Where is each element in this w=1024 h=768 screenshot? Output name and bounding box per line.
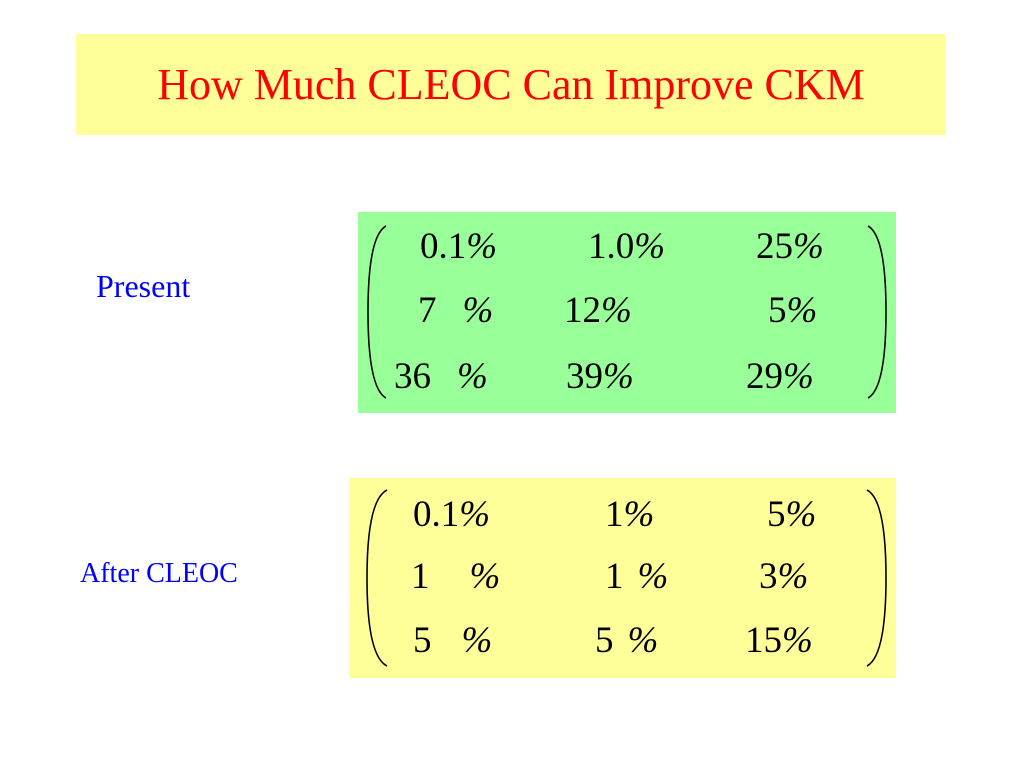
present-matrix: 0.1% 1.0% 25% 7% 12% 5% 36% 39% 29% — [358, 212, 896, 413]
after-cell-r1c2: 1% — [605, 494, 655, 535]
left-parenthesis — [366, 489, 388, 667]
present-cell-r3c1: 36% — [394, 356, 488, 397]
title-banner: How Much CLEOC Can Improve CKM — [76, 34, 946, 135]
present-cell-r1c2: 1.0% — [588, 226, 666, 267]
left-parenthesis — [367, 225, 387, 399]
present-cell-r1c3: 25% — [756, 226, 824, 267]
right-parenthesis — [866, 489, 887, 667]
right-parenthesis — [867, 225, 887, 399]
slide-title: How Much CLEOC Can Improve CKM — [157, 60, 865, 109]
after-cell-r2c1: 1% — [411, 556, 501, 597]
after-cell-r2c2: 1% — [605, 556, 669, 597]
after-cleoc-matrix: 0.1% 1% 5% 1% 1% 3% 5% 5% 15% — [349, 478, 896, 678]
present-cell-r3c3: 29% — [746, 356, 814, 397]
present-cell-r1c1: 0.1% — [420, 226, 498, 267]
after-cell-r1c3: 5% — [767, 494, 817, 535]
present-cell-r2c1: 7% — [418, 290, 494, 331]
after-cell-r3c3: 15% — [745, 620, 813, 661]
after-cell-r3c1: 5% — [413, 620, 493, 661]
present-label: Present — [96, 268, 191, 304]
present-cell-r2c3: 5% — [768, 290, 818, 331]
present-cell-r3c2: 39% — [566, 356, 634, 397]
after-cell-r2c3: 3% — [759, 556, 809, 597]
after-cell-r1c1: 0.1% — [413, 494, 491, 535]
after-cell-r3c2: 5% — [595, 620, 659, 661]
present-matrix-brackets — [367, 225, 887, 399]
present-cell-r2c2: 12% — [564, 290, 632, 331]
after-cleoc-label: After CLEOC — [80, 558, 238, 589]
after-matrix-brackets — [366, 489, 887, 667]
